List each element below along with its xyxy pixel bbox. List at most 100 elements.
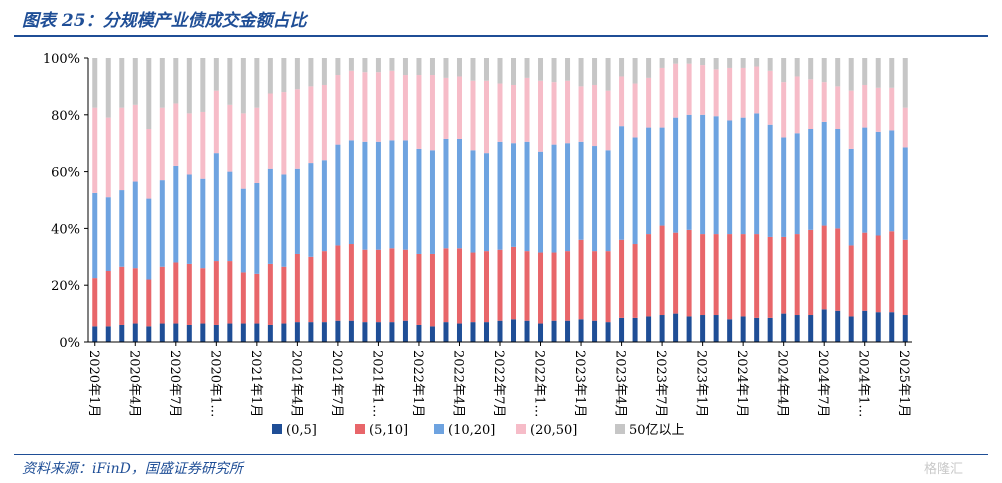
bar-segment-s0-37: [592, 320, 598, 342]
bar-segment-s4-17: [321, 58, 327, 85]
bar-segment-s1-36: [578, 239, 584, 320]
bar-segment-s4-27: [456, 58, 462, 77]
bar-segment-s1-59: [889, 231, 895, 313]
bar-segment-s4-12: [254, 58, 260, 108]
bar-segment-s1-56: [848, 245, 854, 317]
x-tick-label: 2024年7月: [815, 350, 830, 417]
bar-segment-s2-44: [686, 114, 692, 230]
bar-segment-s2-21: [375, 141, 381, 250]
bar-segment-s3-52: [794, 76, 800, 134]
x-tick-labels: 2020年1月 2020年4月 2020年7月 2020年1… 2021年1月 2021年…: [86, 342, 911, 417]
bar-segment-s1-22: [389, 248, 395, 323]
bar-segment-s0-24: [416, 324, 422, 342]
bar-segment-s0-56: [848, 316, 854, 342]
legend-label-4: 50亿以上: [629, 423, 685, 438]
bar-segment-s2-7: [186, 174, 192, 264]
bar-segment-s3-29: [483, 80, 489, 154]
bar-segment-s3-36: [578, 86, 584, 142]
bar-segment-s4-30: [497, 58, 503, 84]
bar-segment-s3-47: [727, 67, 733, 121]
bar-segment-s1-3: [132, 268, 138, 324]
bar-segment-s4-36: [578, 58, 584, 87]
bar-segment-s2-3: [132, 181, 138, 269]
bar-segment-s0-30: [497, 320, 503, 342]
bar-segment-s0-14: [281, 323, 287, 342]
legend-swatch-4: [615, 424, 625, 434]
bar-segment-s3-9: [213, 90, 219, 154]
bar-segment-s1-25: [429, 253, 435, 327]
legend-swatch-3: [516, 424, 526, 434]
bar-segment-s1-31: [511, 246, 517, 320]
bar-segment-s3-55: [835, 86, 841, 129]
bar-segment-s3-26: [443, 77, 449, 139]
bar-segment-s1-34: [551, 252, 557, 321]
bar-segment-s0-33: [538, 323, 544, 342]
bar-segment-s0-35: [565, 320, 571, 342]
x-tick-label: 2023年7月: [653, 350, 668, 417]
bar-segment-s1-43: [673, 232, 679, 314]
bar-segment-s3-45: [700, 65, 706, 115]
bar-segment-s0-22: [389, 322, 395, 342]
bar-segment-s4-38: [605, 58, 611, 91]
bar-segment-s0-5: [159, 323, 165, 342]
bar-segment-s4-44: [686, 58, 692, 64]
bar-segment-s1-35: [565, 251, 571, 321]
y-tick-label: 0%: [59, 336, 80, 351]
y-tick-label: 100%: [43, 52, 80, 67]
bar-segment-s0-13: [267, 324, 273, 342]
bar-segment-s2-6: [173, 165, 179, 263]
bar-segment-s0-23: [402, 320, 408, 342]
bar-segment-s0-15: [294, 322, 300, 342]
bar-segment-s4-11: [240, 58, 246, 114]
bar-segment-s0-6: [173, 323, 179, 342]
bar-segment-s4-26: [443, 58, 449, 78]
bar-segment-s0-45: [700, 315, 706, 342]
watermark: 格隆汇: [924, 462, 964, 477]
bar-segment-s3-53: [808, 79, 814, 129]
bar-segment-s0-32: [524, 320, 530, 342]
x-tick-label: 2024年1月: [734, 350, 749, 417]
bar-segment-s1-30: [497, 249, 503, 321]
bar-segment-s3-21: [375, 72, 381, 142]
bar-segment-s4-42: [659, 58, 665, 68]
bar-segment-s4-35: [565, 58, 571, 81]
bar-segment-s2-25: [429, 150, 435, 254]
bar-segment-s0-59: [889, 312, 895, 342]
bar-segment-s2-16: [308, 163, 314, 257]
bar-segment-s3-22: [389, 70, 395, 141]
bar-segment-s2-57: [862, 127, 868, 233]
bar-segment-s2-55: [835, 129, 841, 229]
bar-segment-s1-17: [321, 251, 327, 323]
bar-segment-s3-56: [848, 90, 854, 149]
bar-segment-s1-6: [173, 262, 179, 324]
bar-segment-s4-9: [213, 58, 219, 91]
bar-segment-s2-17: [321, 160, 327, 252]
bar-segment-s4-41: [646, 58, 652, 78]
bar-segment-s2-11: [240, 188, 246, 273]
bar-segment-s0-51: [781, 313, 787, 342]
bar-segment-s2-39: [619, 126, 625, 240]
bar-segment-s3-33: [538, 80, 544, 152]
bar-segment-s4-20: [362, 58, 368, 73]
x-tick-label: 2022年4月: [450, 350, 465, 417]
bar-segment-s3-38: [605, 90, 611, 151]
bar-segment-s2-54: [821, 121, 827, 226]
x-tick-label: 2020年1…: [207, 350, 222, 417]
bar-segment-s2-10: [227, 171, 233, 262]
bar-segment-s2-36: [578, 141, 584, 240]
bar-segment-s0-2: [119, 324, 125, 342]
bar-segment-s0-57: [862, 310, 868, 342]
bar-segment-s2-46: [713, 116, 719, 235]
bar-segment-s0-8: [200, 323, 206, 342]
bar-segment-s3-16: [308, 86, 314, 164]
bar-segment-s1-27: [456, 248, 462, 324]
bar-segment-s4-14: [281, 58, 287, 93]
bar-segment-s1-5: [159, 266, 165, 324]
x-tick-label: 2020年7月: [167, 350, 182, 417]
bar-segment-s0-48: [740, 316, 746, 342]
bar-segment-s0-28: [470, 322, 476, 342]
bar-segment-s2-45: [700, 114, 706, 235]
bar-segment-s0-43: [673, 313, 679, 342]
bar-segment-s0-52: [794, 315, 800, 342]
x-tick-label: 2022年1月: [410, 350, 425, 417]
